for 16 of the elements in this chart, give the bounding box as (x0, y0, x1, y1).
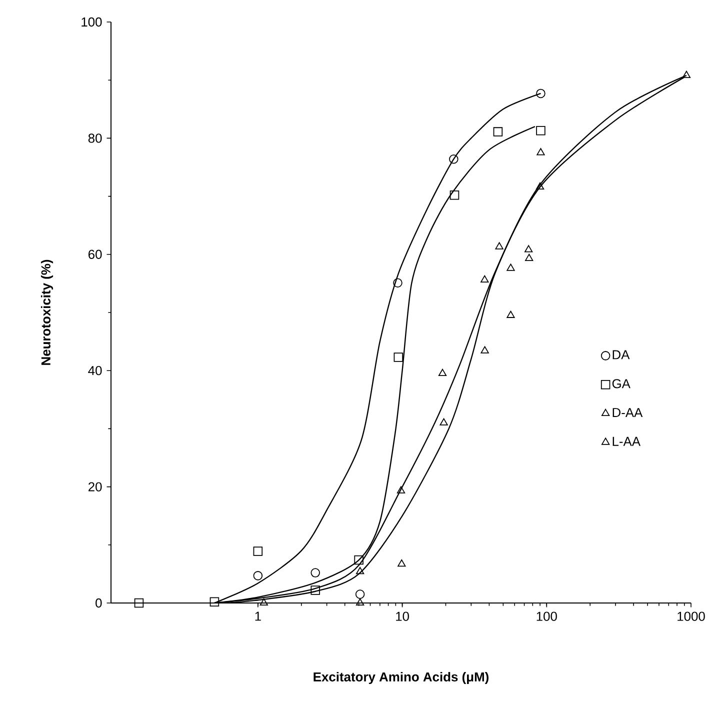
y-tick-label: 80 (88, 134, 102, 143)
x-tick-label: 10 (396, 612, 409, 621)
y-tick-label: 20 (88, 482, 102, 492)
y-tick-label: 0 (96, 598, 102, 608)
y-axis-title: Neurotoxicity (%) (40, 260, 54, 365)
x-tick-label: 1 (255, 612, 261, 621)
x-tick-label: 100 (536, 612, 557, 621)
y-tick-label: 100 (82, 17, 102, 27)
legend-label: DA (612, 350, 630, 360)
x-tick-label: 1000 (678, 612, 705, 621)
legend-label: L-AA (612, 436, 641, 446)
y-tick-label: 40 (88, 366, 102, 376)
x-axis-title: Excitatory Amino Acids (μM) (314, 672, 489, 684)
y-tick-label: 60 (88, 250, 102, 259)
legend-label: GA (612, 379, 630, 388)
legend-label: D-AA (612, 408, 643, 417)
